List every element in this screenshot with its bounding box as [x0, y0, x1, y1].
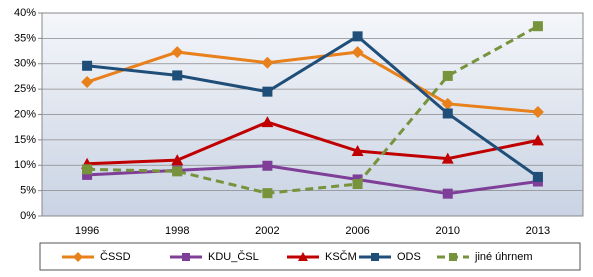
legend-marker — [298, 252, 308, 261]
x-tick-label: 2002 — [255, 225, 279, 237]
legend-marker — [182, 253, 190, 261]
point — [171, 46, 184, 59]
legend-label: KDU_ČSL — [208, 250, 259, 263]
y-tick-label: 35% — [14, 32, 36, 44]
point — [352, 31, 363, 42]
y-tick-label: 40% — [14, 7, 36, 19]
point — [532, 171, 543, 182]
point — [261, 56, 274, 69]
point — [441, 97, 454, 110]
point — [351, 145, 364, 157]
point — [171, 154, 184, 166]
y-tick-label: 15% — [14, 134, 36, 146]
point — [82, 60, 93, 71]
point — [532, 21, 543, 32]
y-tick-label: 10% — [14, 159, 36, 171]
x-tick-label: 1996 — [75, 225, 99, 237]
point — [261, 116, 274, 128]
y-tick-label: 20% — [14, 108, 36, 120]
series-line — [86, 34, 539, 179]
legend-label: ODS — [397, 251, 421, 263]
point — [531, 134, 544, 146]
legend-marker — [371, 253, 379, 261]
legend-label: ČSSD — [100, 250, 131, 263]
x-tick-label: 2013 — [526, 225, 550, 237]
legend-label: jiné úhrnem — [474, 251, 532, 263]
legend-marker — [73, 252, 83, 262]
point — [172, 166, 183, 177]
y-tick-label: 30% — [14, 58, 36, 70]
point — [172, 70, 183, 81]
legend-label: KSČM — [325, 250, 357, 263]
series-line — [87, 120, 539, 166]
legend-marker — [449, 253, 457, 261]
point — [82, 164, 93, 175]
point — [351, 46, 364, 59]
point — [262, 188, 273, 199]
point — [81, 76, 94, 89]
point — [442, 70, 453, 81]
y-tick-label: 5% — [20, 185, 36, 197]
point — [262, 86, 273, 97]
x-tick-label: 2006 — [345, 225, 369, 237]
y-tick-label: 0% — [20, 210, 36, 222]
point — [442, 108, 453, 119]
point — [82, 169, 93, 180]
x-tick-label: 2010 — [436, 225, 460, 237]
point — [531, 105, 544, 118]
point — [262, 160, 273, 171]
series-line — [87, 164, 539, 196]
y-tick-label: 25% — [14, 83, 36, 95]
point — [441, 152, 454, 164]
point — [442, 188, 453, 199]
x-tick-label: 1998 — [165, 225, 189, 237]
series-line — [87, 24, 539, 195]
point — [352, 179, 363, 190]
series-line — [86, 50, 539, 114]
